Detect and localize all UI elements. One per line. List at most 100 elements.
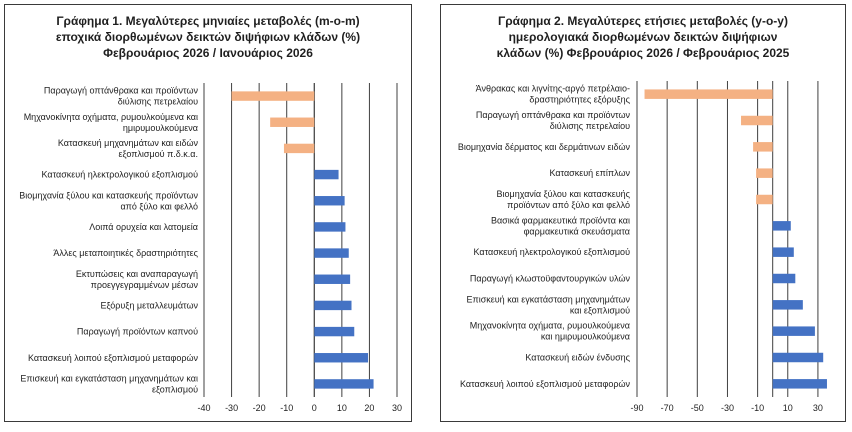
- category-label-line-2-3-0: Κατασκευή επίπλων: [549, 168, 630, 178]
- chart-title-1-line-3: Φεβρουάριος 2026 / Ιανουάριος 2026: [103, 46, 313, 60]
- category-label-2-9: Μηχανοκίνητα οχήματα, ρυμουλκούμενα και η…: [470, 321, 630, 342]
- category-label-line-1-7-1: προεγγεγραμμένων μέσων: [91, 280, 199, 290]
- category-label-1-8: Εξόρυξη μεταλλευμάτων: [101, 300, 199, 310]
- chart-panel-1: Γράφημα 1. Μεγαλύτερες μηνιαίες μεταβολέ…: [4, 4, 412, 422]
- category-label-line-1-10-0: Κατασκευή λοιπού εξοπλισμού μεταφορών: [28, 353, 198, 363]
- category-label-2-5: Βασικά φαρμακευτικά προϊόντα και φαρμακευ…: [491, 215, 630, 236]
- chart-title-2-line-1: Γράφημα 2. Μεγαλύτερες ετήσιες μεταβολές…: [498, 14, 788, 28]
- category-label-line-1-2-1: εξοπλισμού π.δ.κ.α.: [119, 149, 198, 159]
- category-label-line-1-11-1: εξοπλισμού: [152, 384, 198, 394]
- category-label-1-4: Βιομηχανία ξύλου και κατασκευής προϊόντω…: [19, 190, 198, 211]
- bar-1-9: [314, 326, 355, 337]
- category-label-1-9: Παραγωγή προϊόντων καπνού: [77, 327, 198, 337]
- chart-title-1: Γράφημα 1. Μεγαλύτερες μηνιαίες μεταβολέ…: [5, 13, 411, 61]
- category-label-1-10: Κατασκευή λοιπού εξοπλισμού μεταφορών: [28, 353, 198, 363]
- category-label-line-2-0-0: Άνθρακας και λιγνίτης-αργό πετρέλαιο-: [476, 84, 630, 94]
- category-label-line-2-2-0: Βιομηχανία δέρματος και δερμάτινων ειδών: [458, 142, 631, 152]
- tick-label-2-0: -90: [630, 403, 643, 413]
- category-label-line-2-9-0: Μηχανοκίνητα οχήματα, ρυμουλκούμενα: [470, 321, 630, 331]
- bar-2-6: [772, 247, 794, 257]
- category-label-1-7: Εκτυπώσεις και αναπαραγωγή προεγγεγραμμέν…: [76, 269, 199, 290]
- category-label-line-2-5-1: φαρμακευτικά σκευάσματα: [524, 226, 630, 236]
- category-label-1-11: Επισκευή και εγκατάσταση μηχανημάτων και…: [20, 373, 198, 394]
- bar-1-10: [314, 353, 369, 363]
- category-label-2-8: Επισκευή και εγκατάσταση μηχανημάτων και …: [466, 294, 630, 315]
- bar-chart-1: Παραγωγή οπτάνθρακα και προϊόντων διύλιση…: [19, 83, 402, 413]
- category-label-line-1-0-0: Παραγωγή οπτάνθρακα και προϊόντων: [44, 86, 199, 96]
- bar-1-6: [314, 248, 349, 258]
- chart-panel-2: Γράφημα 2. Μεγαλύτερες ετήσιες μεταβολές…: [440, 4, 846, 422]
- chart-title-1-line-1: Γράφημα 1. Μεγαλύτερες μηνιαίες μεταβολέ…: [56, 14, 360, 28]
- tick-label-1-6: 20: [364, 403, 374, 413]
- bar-2-5: [772, 221, 791, 231]
- category-label-line-2-0-1: δραστηριότητες εξόρυξης: [529, 95, 630, 105]
- category-label-line-1-8-0: Εξόρυξη μεταλλευμάτων: [101, 300, 199, 310]
- tick-label-2-2: -50: [691, 403, 704, 413]
- tick-label-1-7: 30: [392, 403, 402, 413]
- bar-1-5: [314, 222, 346, 232]
- chart-title-2-line-2: ημερολογιακά διορθωμένων δεικτών διψήφιω…: [508, 30, 778, 44]
- bar-2-2: [753, 142, 773, 152]
- tick-label-1-3: -10: [280, 403, 293, 413]
- tick-label-2-4: -10: [751, 403, 764, 413]
- category-label-line-2-4-0: Βιομηχανία ξύλου και κατασκευής: [497, 189, 631, 199]
- category-label-line-2-1-1: διύλισης πετρελαίου: [550, 121, 630, 131]
- tick-label-1-4: 0: [312, 403, 317, 413]
- chart-title-1-line-2: εποχικά διορθωμένων δεικτών διψήφιων κλά…: [55, 30, 361, 44]
- category-label-2-7: Παραγωγή κλωστοϋφαντουργικών υλών: [470, 274, 631, 284]
- bar-1-0: [231, 91, 315, 101]
- category-label-1-3: Κατασκευή ηλεκτρολογικού εξοπλισμού: [42, 170, 199, 180]
- category-label-line-1-1-1: ημιρυμουλκούμενα: [123, 123, 198, 133]
- bar-2-10: [772, 352, 824, 363]
- category-label-line-1-0-1: διύλισης πετρελαίου: [118, 97, 198, 107]
- bar-1-3: [314, 169, 339, 180]
- category-label-line-2-7-0: Παραγωγή κλωστοϋφαντουργικών υλών: [470, 274, 631, 284]
- bar-2-11: [772, 379, 827, 389]
- bar-2-1: [741, 115, 773, 126]
- category-label-line-1-1-0: Μηχανοκίνητα οχήματα, ρυμουλκούμενα και: [24, 112, 198, 122]
- category-label-2-4: Βιομηχανία ξύλου και κατασκευής προϊόντων…: [497, 189, 631, 210]
- tick-label-2-6: 30: [813, 403, 823, 413]
- bar-1-1: [270, 117, 315, 127]
- category-label-2-11: Κατασκευή λοιπού εξοπλισμού μεταφορών: [460, 379, 630, 389]
- bar-chart-2: Άνθρακας και λιγνίτης-αργό πετρέλαιο-δρα…: [458, 81, 827, 413]
- category-label-line-2-9-1: και ημιρυμουλκούμενα: [541, 332, 630, 342]
- chart-title-2: Γράφημα 2. Μεγαλύτερες ετήσιες μεταβολές…: [441, 13, 845, 61]
- category-label-line-2-8-0: Επισκευή και εγκατάσταση μηχανημάτων: [466, 294, 630, 304]
- tick-label-2-1: -70: [661, 403, 674, 413]
- category-label-2-0: Άνθρακας και λιγνίτης-αργό πετρέλαιο-δρα…: [476, 84, 631, 105]
- category-label-line-2-6-0: Κατασκευή ηλεκτρολογικού εξοπλισμού: [474, 247, 631, 257]
- category-label-line-2-4-1: προϊόντων από ξύλο και φελλό: [507, 200, 630, 210]
- bar-2-9: [772, 326, 815, 336]
- bar-2-4: [756, 194, 773, 205]
- category-label-1-1: Μηχανοκίνητα οχήματα, ρυμουλκούμενα και η…: [24, 112, 198, 133]
- category-label-2-1: Παραγωγή οπτάνθρακα και προϊόντων διύλιση…: [476, 110, 631, 131]
- category-label-line-1-2-0: Κατασκευή μηχανημάτων και ειδών: [58, 138, 199, 148]
- category-label-line-1-5-0: Λοιπά ορυχεία και λατομεία: [89, 222, 198, 232]
- tick-label-1-1: -30: [225, 403, 238, 413]
- category-label-2-10: Κατασκευή ειδών ένδυσης: [525, 353, 630, 363]
- chart-title-2-line-3: κλάδων (%) Φεβρουάριος 2026 / Φεβρουάριο…: [496, 46, 790, 60]
- bar-1-4: [314, 196, 345, 206]
- category-label-line-2-5-0: Βασικά φαρμακευτικά προϊόντα και: [491, 215, 630, 225]
- bar-2-7: [772, 273, 796, 284]
- category-label-line-1-7-0: Εκτυπώσεις και αναπαραγωγή: [76, 269, 198, 279]
- category-label-line-1-9-0: Παραγωγή προϊόντων καπνού: [77, 327, 198, 337]
- category-label-line-2-8-1: και εξοπλισμού: [570, 305, 630, 315]
- bar-2-3: [756, 168, 773, 178]
- tick-label-1-2: -20: [253, 403, 266, 413]
- bar-1-7: [314, 274, 351, 284]
- tick-label-2-5: 10: [783, 403, 793, 413]
- tick-label-1-5: 10: [337, 403, 347, 413]
- category-label-line-2-1-0: Παραγωγή οπτάνθρακα και προϊόντων: [476, 110, 631, 120]
- category-label-line-1-11-0: Επισκευή και εγκατάσταση μηχανημάτων και: [20, 373, 198, 383]
- tick-label-1-0: -40: [197, 403, 210, 413]
- bar-2-8: [772, 300, 803, 310]
- bar-1-8: [314, 300, 352, 311]
- category-label-2-6: Κατασκευή ηλεκτρολογικού εξοπλισμού: [474, 247, 631, 257]
- category-label-line-2-11-0: Κατασκευή λοιπού εξοπλισμού μεταφορών: [460, 379, 630, 389]
- category-label-2-3: Κατασκευή επίπλων: [549, 168, 630, 178]
- bar-1-2: [283, 143, 315, 154]
- bar-2-0: [644, 89, 773, 99]
- category-label-line-1-6-0: Άλλες μεταποιητικές δραστηριότητες: [53, 248, 198, 258]
